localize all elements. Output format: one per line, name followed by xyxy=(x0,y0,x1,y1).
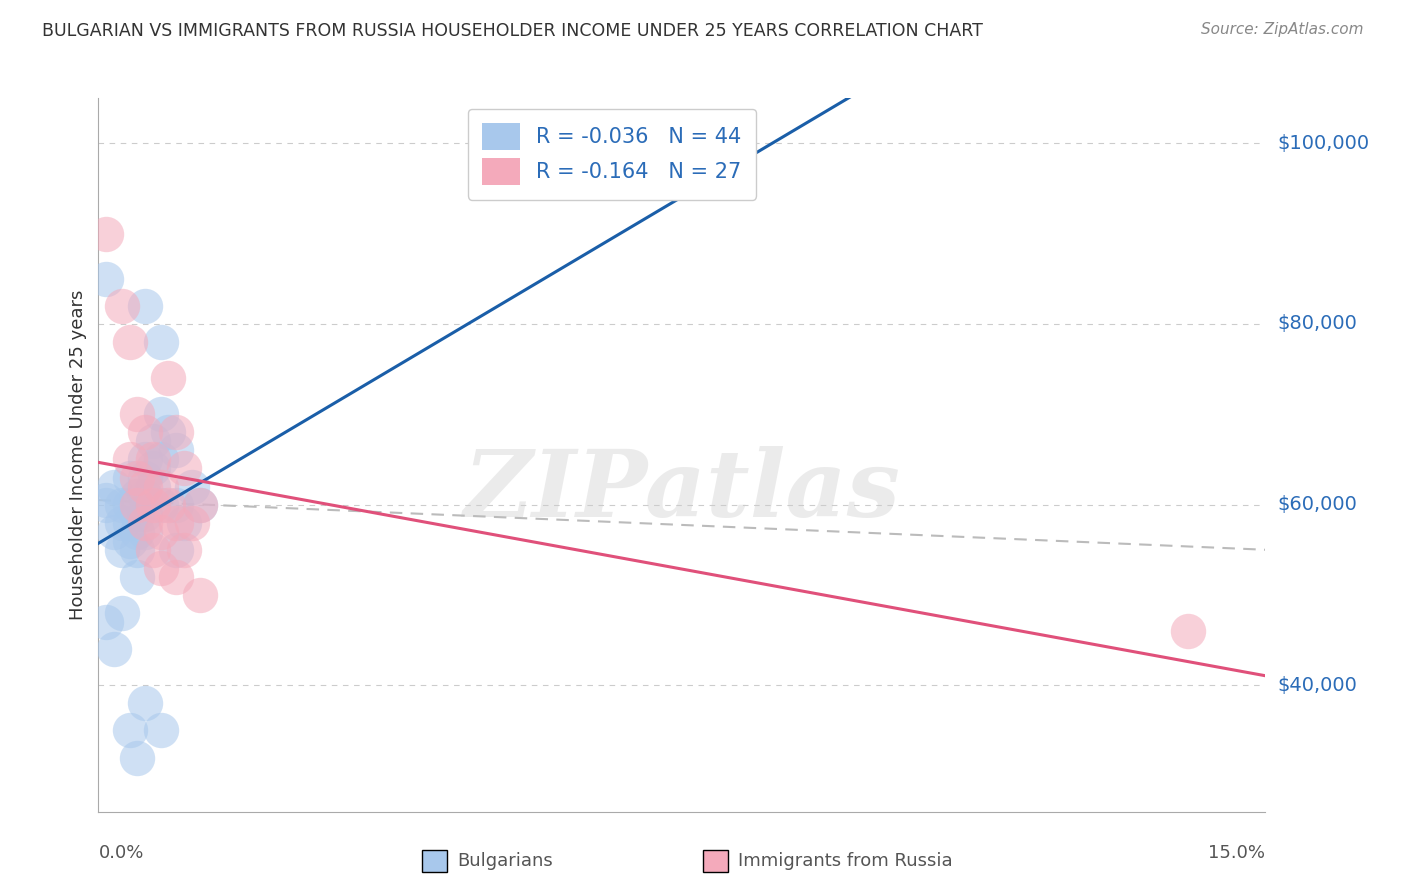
Point xyxy=(142,498,165,512)
Point xyxy=(127,407,149,421)
Point xyxy=(149,452,172,467)
Point xyxy=(134,507,156,521)
Text: $60,000: $60,000 xyxy=(1277,495,1357,514)
Y-axis label: Householder Income Under 25 years: Householder Income Under 25 years xyxy=(69,290,87,620)
Point xyxy=(149,723,172,738)
Point xyxy=(157,498,180,512)
Point xyxy=(188,498,211,512)
Point xyxy=(142,434,165,449)
Point xyxy=(165,443,187,458)
Point xyxy=(111,516,134,530)
Point xyxy=(134,299,156,313)
Point xyxy=(127,524,149,539)
Point xyxy=(188,588,211,602)
Point xyxy=(103,642,125,657)
Point xyxy=(142,542,165,557)
Point xyxy=(149,524,172,539)
Point xyxy=(134,452,156,467)
Point xyxy=(118,516,141,530)
Point xyxy=(188,498,211,512)
Text: 0.0%: 0.0% xyxy=(98,844,143,862)
Legend: R = -0.036   N = 44, R = -0.164   N = 27: R = -0.036 N = 44, R = -0.164 N = 27 xyxy=(468,109,756,200)
Point xyxy=(127,507,149,521)
Point xyxy=(149,479,172,493)
Point xyxy=(134,696,156,710)
Text: $40,000: $40,000 xyxy=(1277,676,1357,695)
Point xyxy=(96,615,118,629)
Point xyxy=(127,570,149,584)
Point xyxy=(157,371,180,385)
Point xyxy=(149,334,172,349)
Point xyxy=(180,479,202,493)
Point xyxy=(134,479,156,493)
Point xyxy=(149,561,172,575)
Point xyxy=(111,299,134,313)
Point xyxy=(173,542,195,557)
Point xyxy=(134,470,156,484)
Point xyxy=(142,479,165,493)
Point xyxy=(142,461,165,475)
Point xyxy=(173,516,195,530)
Point xyxy=(96,227,118,241)
Point xyxy=(118,723,141,738)
Point xyxy=(134,489,156,503)
Text: ZIPatlas: ZIPatlas xyxy=(464,446,900,535)
Point xyxy=(111,498,134,512)
Point xyxy=(165,498,187,512)
Point xyxy=(134,516,156,530)
Point xyxy=(96,272,118,286)
Text: $100,000: $100,000 xyxy=(1277,134,1369,153)
Text: Bulgarians: Bulgarians xyxy=(457,852,553,871)
Text: 15.0%: 15.0% xyxy=(1208,844,1265,862)
Point xyxy=(111,542,134,557)
Point xyxy=(118,334,141,349)
Point xyxy=(134,425,156,440)
Text: Source: ZipAtlas.com: Source: ZipAtlas.com xyxy=(1201,22,1364,37)
Point xyxy=(149,407,172,421)
Point xyxy=(149,498,172,512)
Point xyxy=(134,524,156,539)
Point xyxy=(1177,624,1199,638)
Point xyxy=(180,516,202,530)
Point xyxy=(165,570,187,584)
Point xyxy=(96,493,118,508)
Point xyxy=(111,606,134,620)
Point xyxy=(96,498,118,512)
Point xyxy=(127,750,149,764)
Point xyxy=(173,461,195,475)
Point xyxy=(127,542,149,557)
Text: BULGARIAN VS IMMIGRANTS FROM RUSSIA HOUSEHOLDER INCOME UNDER 25 YEARS CORRELATIO: BULGARIAN VS IMMIGRANTS FROM RUSSIA HOUS… xyxy=(42,22,983,40)
Text: Immigrants from Russia: Immigrants from Russia xyxy=(738,852,953,871)
Point xyxy=(118,498,141,512)
Point xyxy=(165,542,187,557)
Point xyxy=(165,425,187,440)
Point xyxy=(165,516,187,530)
Point xyxy=(127,498,149,512)
Point xyxy=(103,524,125,539)
Text: $80,000: $80,000 xyxy=(1277,315,1357,334)
Point xyxy=(103,479,125,493)
Point xyxy=(127,489,149,503)
Point xyxy=(118,452,141,467)
Point xyxy=(118,533,141,548)
Point xyxy=(127,470,149,484)
Point xyxy=(118,470,141,484)
Point xyxy=(142,452,165,467)
Point xyxy=(157,425,180,440)
